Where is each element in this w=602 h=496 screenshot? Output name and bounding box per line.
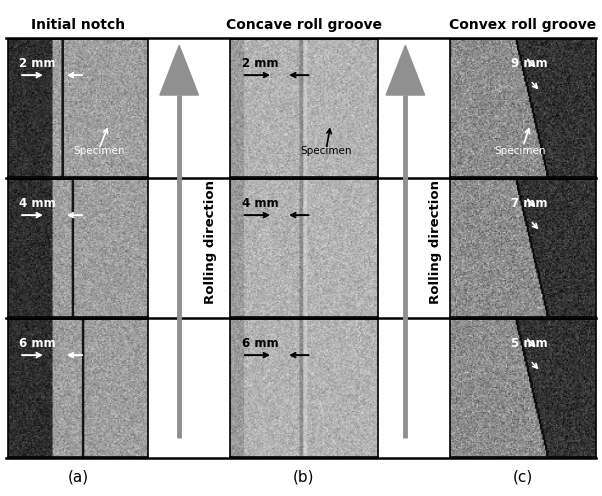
Text: Specimen: Specimen (494, 146, 546, 156)
Text: 4 mm: 4 mm (242, 197, 279, 210)
Text: (c): (c) (513, 470, 533, 485)
Text: 2 mm: 2 mm (19, 58, 56, 70)
Text: 7 mm: 7 mm (511, 197, 548, 210)
Text: (b): (b) (293, 470, 315, 485)
Text: 6 mm: 6 mm (19, 337, 56, 350)
Polygon shape (160, 46, 199, 95)
Text: Specimen: Specimen (300, 146, 352, 156)
Text: 2 mm: 2 mm (242, 58, 278, 70)
Text: 5 mm: 5 mm (511, 337, 548, 350)
Text: Concave roll groove: Concave roll groove (226, 18, 382, 32)
Text: Rolling direction: Rolling direction (204, 180, 217, 304)
Text: Specimen: Specimen (73, 146, 125, 156)
Polygon shape (386, 46, 424, 95)
Text: 9 mm: 9 mm (511, 58, 548, 70)
Text: 4 mm: 4 mm (19, 197, 56, 210)
Text: 6 mm: 6 mm (242, 337, 279, 350)
Text: Initial notch: Initial notch (31, 18, 125, 32)
Text: Rolling direction: Rolling direction (429, 180, 442, 304)
Text: Convex roll groove: Convex roll groove (449, 18, 597, 32)
Text: (a): (a) (67, 470, 88, 485)
